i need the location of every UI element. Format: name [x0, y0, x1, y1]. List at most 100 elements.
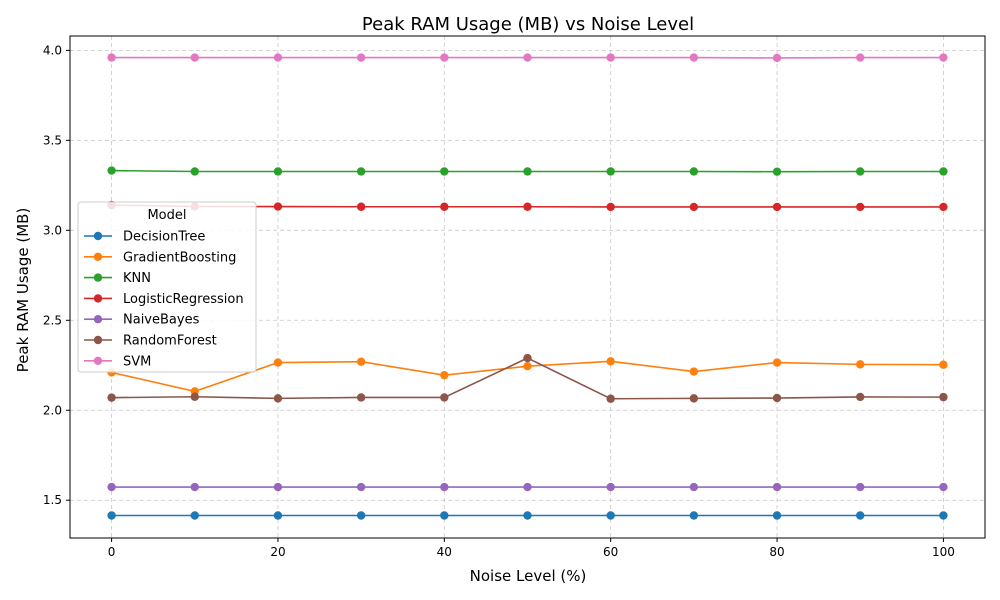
data-point-gradientboosting [356, 357, 366, 366]
data-point-decisiontree [689, 511, 699, 520]
legend-label: KNN [123, 271, 151, 286]
data-point-logisticregression [356, 202, 366, 211]
data-point-logisticregression [523, 202, 532, 211]
data-point-decisiontree [939, 511, 948, 520]
legend-item-logisticregression: LogisticRegression [84, 292, 244, 307]
y-tick-label: 4.0 [43, 43, 62, 57]
series-randomforest [107, 353, 948, 403]
data-point-gradientboosting [939, 360, 948, 369]
data-point-naivebayes [107, 482, 116, 492]
data-point-naivebayes [606, 482, 615, 492]
data-point-svm [939, 53, 948, 62]
x-axis-title: Noise Level (%) [470, 567, 587, 585]
data-point-knn [523, 167, 532, 176]
data-point-naivebayes [689, 482, 699, 492]
y-tick-label: 3.5 [43, 133, 62, 147]
data-point-randomforest [523, 353, 532, 363]
data-point-svm [356, 53, 366, 62]
legend-label: DecisionTree [123, 230, 205, 245]
legend-label: LogisticRegression [123, 292, 244, 307]
legend-box [77, 201, 257, 373]
data-point-randomforest [856, 392, 865, 402]
data-point-naivebayes [523, 482, 532, 492]
legend-swatch-marker [93, 356, 103, 365]
x-tick-label: 100 [932, 545, 955, 559]
data-point-svm [107, 53, 116, 62]
data-point-knn [356, 167, 366, 176]
y-tick-label: 2.0 [43, 403, 62, 417]
data-point-naivebayes [939, 482, 948, 492]
legend-item-knn: KNN [84, 271, 151, 286]
data-point-gradientboosting [440, 370, 449, 380]
data-point-randomforest [689, 394, 699, 403]
legend-label: RandomForest [123, 334, 217, 349]
data-point-gradientboosting [772, 358, 782, 367]
data-point-naivebayes [856, 482, 865, 492]
data-point-logisticregression [939, 202, 948, 212]
x-tick-label: 40 [437, 545, 452, 559]
data-point-svm [772, 53, 782, 63]
series-svm [107, 53, 948, 63]
x-tick-label: 80 [769, 545, 784, 559]
data-point-decisiontree [107, 511, 116, 520]
data-point-gradientboosting [523, 361, 532, 371]
data-point-logisticregression [772, 202, 782, 212]
data-point-naivebayes [273, 482, 283, 492]
data-point-knn [856, 167, 865, 176]
data-point-naivebayes [772, 482, 782, 492]
data-point-svm [606, 53, 615, 62]
data-point-decisiontree [356, 511, 366, 520]
data-point-knn [107, 166, 116, 175]
x-tick-label: 60 [603, 545, 618, 559]
data-point-decisiontree [273, 511, 283, 520]
data-point-svm [273, 53, 283, 62]
y-axis-title: Peak RAM Usage (MB) [14, 208, 32, 373]
data-point-logisticregression [856, 202, 865, 212]
data-point-randomforest [939, 392, 948, 402]
data-point-gradientboosting [856, 360, 865, 369]
legend-item-randomforest: RandomForest [84, 334, 217, 349]
y-tick-label: 1.5 [43, 493, 62, 507]
legend: Model DecisionTree GradientBoosting KNN Log… [77, 201, 257, 373]
axis-ticks: 0 20 40 60 80 100 1.5 2.0 2.5 3.0 3.5 4.0 [43, 43, 955, 559]
data-point-randomforest [772, 393, 782, 403]
data-point-svm [856, 53, 865, 62]
data-point-svm [689, 53, 699, 62]
data-point-gradientboosting [273, 358, 283, 367]
data-point-logisticregression [440, 202, 449, 211]
data-point-decisiontree [772, 511, 782, 520]
data-point-naivebayes [190, 482, 199, 492]
legend-swatch-marker [93, 315, 103, 324]
legend-swatch-marker [93, 294, 103, 303]
data-point-decisiontree [190, 511, 199, 520]
legend-title: Model [147, 208, 186, 223]
data-point-gradientboosting [606, 357, 615, 366]
data-point-gradientboosting [689, 367, 699, 376]
data-point-randomforest [356, 393, 366, 402]
data-point-svm [190, 53, 199, 62]
data-point-svm [440, 53, 449, 62]
data-point-randomforest [107, 393, 116, 402]
data-point-knn [939, 167, 948, 176]
legend-label: GradientBoosting [123, 250, 236, 265]
legend-label: SVM [123, 354, 151, 369]
legend-item-decisiontree: DecisionTree [84, 230, 205, 245]
series-decisiontree [107, 511, 948, 520]
y-tick-label: 2.5 [43, 313, 62, 327]
legend-item-gradientboosting: GradientBoosting [84, 250, 236, 265]
data-point-randomforest [273, 394, 283, 403]
data-point-knn [606, 167, 615, 176]
series-naivebayes [107, 482, 948, 492]
data-point-svm [523, 53, 532, 62]
legend-label: NaiveBayes [123, 313, 200, 328]
data-point-knn [689, 167, 699, 176]
legend-swatch-marker [93, 273, 103, 282]
y-tick-label: 3.0 [43, 223, 62, 237]
data-point-decisiontree [606, 511, 615, 520]
series-knn [107, 166, 948, 176]
plot-frame [69, 35, 986, 539]
data-point-randomforest [606, 394, 615, 403]
legend-swatch-marker [93, 335, 103, 345]
x-tick-label: 20 [270, 545, 285, 559]
